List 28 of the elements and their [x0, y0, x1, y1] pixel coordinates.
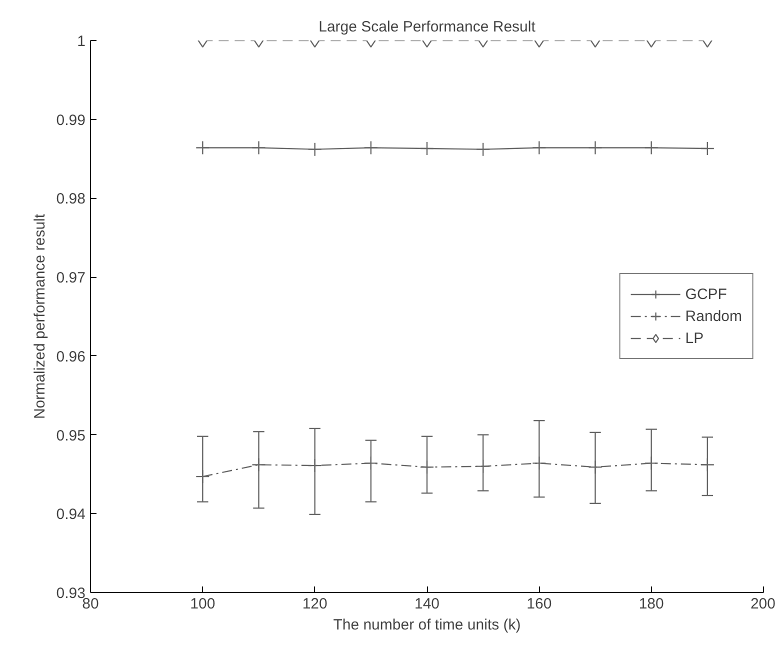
x-tick-label: 100	[190, 596, 216, 612]
y-axis-title: Normalized performance result	[31, 213, 48, 420]
y-tick-label: 0.97	[56, 270, 86, 287]
x-tick-label: 200	[750, 596, 775, 612]
x-tick-label: 140	[414, 596, 440, 612]
chart-title: Large Scale Performance Result	[318, 18, 536, 36]
x-tick-label: 120	[302, 596, 328, 612]
point	[476, 459, 490, 474]
point	[588, 460, 602, 474]
y-tick-label: 0.94	[56, 506, 86, 524]
point	[420, 460, 434, 474]
point	[700, 458, 715, 472]
legend-label: GCPF	[685, 286, 727, 302]
x-tick-label: 180	[638, 596, 664, 612]
point	[196, 469, 210, 484]
x-axis-title: The number of time units (k)	[333, 616, 521, 634]
point	[308, 458, 322, 473]
y-tick-label: 1	[77, 33, 86, 50]
legend-label: LP	[685, 330, 705, 346]
y-tick-label: 0.96	[56, 348, 86, 366]
legend-label: Random	[685, 308, 742, 324]
point	[644, 456, 658, 470]
x-tick-label: 160	[526, 596, 552, 612]
y-tick-label: 0.98	[56, 190, 86, 208]
y-tick-label: 0.95	[56, 427, 86, 444]
point	[252, 458, 266, 472]
y-tick-label: 0.99	[56, 112, 86, 129]
point	[532, 456, 546, 470]
